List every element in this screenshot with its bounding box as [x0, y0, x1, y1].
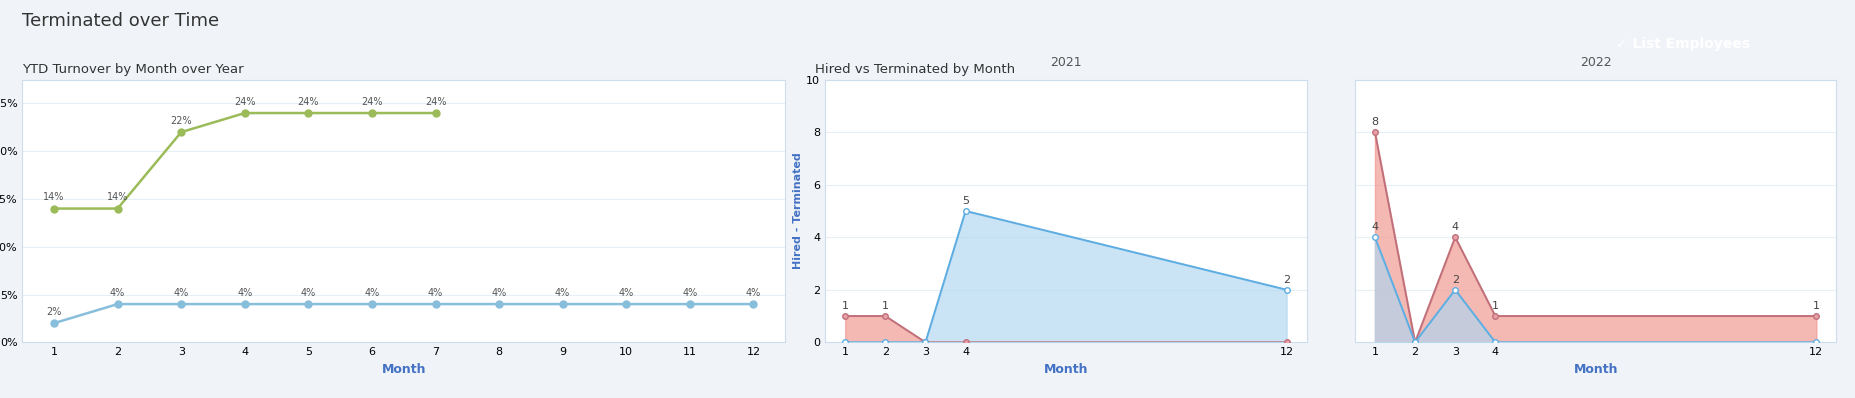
- Text: 2: 2: [1452, 275, 1458, 285]
- Text: 1: 1: [1491, 301, 1499, 311]
- 2021: [43, 321, 65, 326]
- Text: 14%: 14%: [43, 192, 65, 202]
- Text: 2021: 2021: [1050, 56, 1081, 69]
- Y-axis label: Hired - Terminated: Hired - Terminated: [794, 152, 803, 269]
- X-axis label: Month: Month: [382, 363, 427, 376]
- Text: ✓ List Employees: ✓ List Employees: [1616, 37, 1751, 51]
- Line: 2021: 2021: [50, 300, 757, 327]
- 2021: [297, 302, 319, 306]
- Text: 2: 2: [1284, 275, 1291, 285]
- Text: 4%: 4%: [683, 288, 697, 298]
- 2022: [297, 111, 319, 115]
- Text: 24%: 24%: [425, 97, 447, 107]
- 2021: [616, 302, 638, 306]
- Text: 24%: 24%: [362, 97, 382, 107]
- Text: 8: 8: [1371, 117, 1378, 127]
- Text: 4%: 4%: [109, 288, 126, 298]
- Text: 4%: 4%: [174, 288, 189, 298]
- 2022: [171, 130, 193, 135]
- Text: 2%: 2%: [46, 307, 61, 317]
- 2022: [234, 111, 256, 115]
- Text: 1: 1: [842, 301, 850, 311]
- Text: 4%: 4%: [492, 288, 506, 298]
- 2022: [362, 111, 384, 115]
- Text: Terminated over Time: Terminated over Time: [22, 12, 219, 30]
- Text: 4%: 4%: [429, 288, 443, 298]
- Text: 24%: 24%: [297, 97, 319, 107]
- Text: 1: 1: [1812, 301, 1820, 311]
- Text: 22%: 22%: [171, 116, 193, 126]
- Text: 1: 1: [881, 301, 889, 311]
- 2021: [679, 302, 701, 306]
- 2021: [362, 302, 384, 306]
- Line: 2022: 2022: [50, 109, 440, 212]
- Text: 4%: 4%: [237, 288, 252, 298]
- 2022: [425, 111, 447, 115]
- Text: 14%: 14%: [108, 192, 128, 202]
- Text: 4: 4: [1452, 222, 1458, 232]
- Text: 4%: 4%: [301, 288, 315, 298]
- Text: YTD Turnover by Month over Year: YTD Turnover by Month over Year: [22, 62, 243, 76]
- Text: 5: 5: [963, 196, 968, 206]
- Text: 24%: 24%: [234, 97, 256, 107]
- 2021: [425, 302, 447, 306]
- 2021: [488, 302, 510, 306]
- 2021: [742, 302, 764, 306]
- 2022: [43, 206, 65, 211]
- 2021: [106, 302, 128, 306]
- 2021: [234, 302, 256, 306]
- X-axis label: Month: Month: [1044, 363, 1089, 376]
- Text: Hired vs Terminated by Month: Hired vs Terminated by Month: [816, 62, 1015, 76]
- X-axis label: Month: Month: [1573, 363, 1618, 376]
- Text: 4%: 4%: [746, 288, 761, 298]
- Text: 2022: 2022: [1580, 56, 1612, 69]
- 2022: [106, 206, 128, 211]
- 2021: [171, 302, 193, 306]
- Text: 4%: 4%: [618, 288, 634, 298]
- Text: 4%: 4%: [364, 288, 380, 298]
- Text: 4: 4: [1371, 222, 1378, 232]
- 2021: [551, 302, 573, 306]
- Text: 4%: 4%: [555, 288, 569, 298]
